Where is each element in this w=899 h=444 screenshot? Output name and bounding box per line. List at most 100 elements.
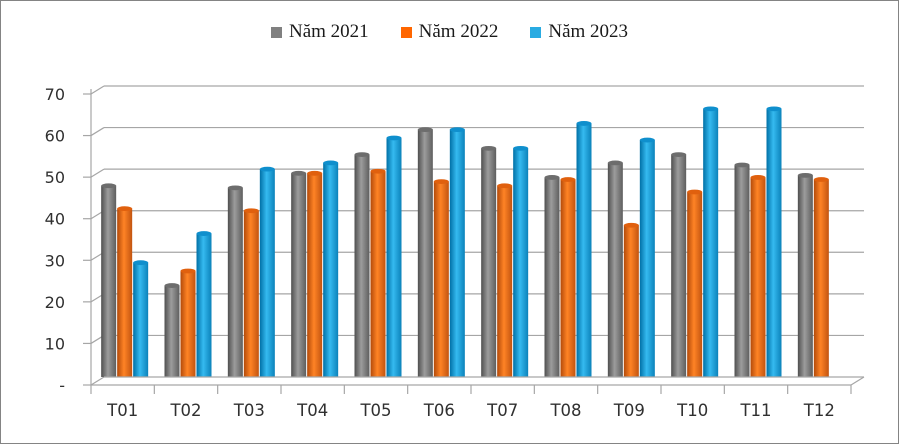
bar-n-m-2022-t10 — [687, 192, 703, 377]
legend-label-2023: Năm 2023 — [548, 21, 629, 42]
bar-cap-n-m-2021-t01 — [101, 183, 117, 189]
bar-cap-n-m-2023-t11 — [766, 106, 782, 112]
y-tick-label: 40 — [45, 210, 65, 229]
bar-cap-n-m-2021-t09 — [607, 160, 623, 166]
bar-cap-n-m-2023-t07 — [513, 145, 529, 151]
bar-n-m-2023-t01 — [133, 262, 149, 377]
bar-cap-n-m-2022-t08 — [560, 177, 576, 182]
bar-n-m-2023-t04 — [323, 162, 339, 377]
bar-cap-n-m-2023-t02 — [196, 231, 212, 236]
bar-n-m-2023-t11 — [766, 108, 782, 377]
category-label-t06: T06 — [423, 401, 455, 420]
bar-cap-n-m-2021-t07 — [481, 145, 497, 151]
bar-n-m-2023-t10 — [703, 108, 719, 377]
bar-cap-n-m-2023-t10 — [703, 106, 719, 112]
gridline-diagonal — [90, 168, 105, 178]
bar-n-m-2023-t09 — [639, 140, 655, 377]
y-tick-label: 30 — [45, 251, 65, 270]
bar-cap-n-m-2023-t03 — [259, 166, 275, 172]
bar-n-m-2023-t03 — [259, 169, 275, 377]
bar-cap-n-m-2023-t06 — [449, 127, 465, 133]
bar-cap-n-m-2021-t11 — [734, 162, 750, 168]
bar-n-m-2022-t04 — [307, 173, 323, 377]
bar-cap-n-m-2022-t03 — [243, 208, 259, 214]
legend-label-2022: Năm 2022 — [418, 21, 499, 42]
y-tick-label: 20 — [45, 293, 65, 312]
bar-cap-n-m-2021-t05 — [354, 152, 370, 157]
legend-item-2021: Năm 2021 — [270, 21, 369, 43]
bar-cap-n-m-2022-t02 — [180, 268, 196, 274]
y-tick-label: - — [59, 376, 65, 395]
category-label-t12: T12 — [803, 401, 835, 420]
bar-cap-n-m-2021-t03 — [227, 185, 243, 191]
bar-n-m-2021-t12 — [797, 175, 813, 377]
category-label-t08: T08 — [549, 401, 581, 420]
legend-label-2021: Năm 2021 — [288, 21, 369, 42]
bar-n-m-2021-t08 — [544, 177, 560, 377]
bar-n-m-2022-t06 — [433, 181, 449, 377]
bar-n-m-2023-t07 — [513, 148, 529, 377]
bar-n-m-2022-t01 — [117, 208, 133, 377]
bar-cap-n-m-2023-t09 — [639, 137, 655, 143]
bar-cap-n-m-2021-t08 — [544, 175, 560, 180]
gridline-diagonal — [90, 127, 105, 137]
bar-cap-n-m-2023-t08 — [576, 121, 592, 126]
bar-n-m-2022-t08 — [560, 179, 576, 377]
bar-cap-n-m-2022-t11 — [750, 175, 766, 180]
y-tick-label: 50 — [45, 168, 65, 187]
bar-cap-n-m-2022-t12 — [813, 177, 829, 182]
bar-n-m-2022-t12 — [813, 179, 829, 377]
bar-n-m-2023-t08 — [576, 123, 592, 378]
bar-n-m-2022-t09 — [623, 225, 639, 377]
bar-cap-n-m-2021-t12 — [797, 172, 813, 178]
bar-n-m-2021-t09 — [607, 162, 623, 377]
bar-cap-n-m-2021-t04 — [291, 170, 307, 176]
legend: Năm 2021 Năm 2022 Năm 2023 — [1, 21, 898, 43]
category-label-t03: T03 — [233, 401, 265, 420]
bar-n-m-2021-t06 — [417, 129, 433, 377]
bar-n-m-2021-t11 — [734, 164, 750, 377]
category-label-t05: T05 — [359, 401, 391, 420]
gridline-diagonal — [90, 85, 105, 95]
legend-swatch-2021 — [270, 26, 282, 38]
legend-swatch-2023 — [530, 26, 542, 38]
bar-n-m-2022-t07 — [497, 185, 513, 377]
y-tick-label: 70 — [45, 85, 65, 104]
y-tick-label: 60 — [45, 127, 65, 146]
bar-cap-n-m-2023-t04 — [323, 160, 339, 166]
bar-cap-n-m-2022-t05 — [370, 168, 386, 174]
bar-n-m-2023-t05 — [386, 137, 402, 377]
bar-n-m-2021-t01 — [101, 185, 117, 377]
bar-n-m-2023-t06 — [449, 129, 465, 377]
category-label-t02: T02 — [169, 401, 201, 420]
floor-right-diagonal — [850, 376, 865, 386]
category-label-t10: T10 — [676, 401, 708, 420]
category-label-t09: T09 — [613, 401, 645, 420]
bar-cap-n-m-2023-t01 — [133, 260, 149, 266]
bar-cap-n-m-2023-t05 — [386, 135, 402, 141]
bar-n-m-2023-t02 — [196, 233, 212, 377]
legend-item-2023: Năm 2023 — [530, 21, 628, 43]
bar-cap-n-m-2022-t04 — [307, 170, 323, 176]
bar-cap-n-m-2022-t06 — [433, 179, 449, 185]
bar-n-m-2021-t05 — [354, 154, 370, 377]
bar-cap-n-m-2021-t02 — [164, 283, 180, 288]
bar-cap-n-m-2022-t01 — [117, 206, 133, 212]
bar-cap-n-m-2021-t06 — [417, 127, 433, 133]
gridline-diagonal — [90, 376, 105, 386]
legend-swatch-2022 — [400, 26, 412, 38]
bar-n-m-2021-t02 — [164, 285, 180, 377]
category-label-t11: T11 — [739, 401, 771, 420]
bar-cap-n-m-2022-t09 — [623, 222, 639, 228]
bar-cap-n-m-2022-t07 — [497, 183, 513, 189]
bar-n-m-2022-t03 — [243, 210, 259, 377]
bar-n-m-2022-t11 — [750, 177, 766, 377]
bar-n-m-2021-t10 — [671, 154, 687, 377]
bar-n-m-2021-t03 — [227, 187, 243, 377]
category-label-t07: T07 — [486, 401, 518, 420]
bar-n-m-2022-t05 — [370, 171, 386, 377]
bar-n-m-2021-t04 — [291, 173, 307, 377]
bar-cap-n-m-2021-t10 — [671, 152, 687, 157]
